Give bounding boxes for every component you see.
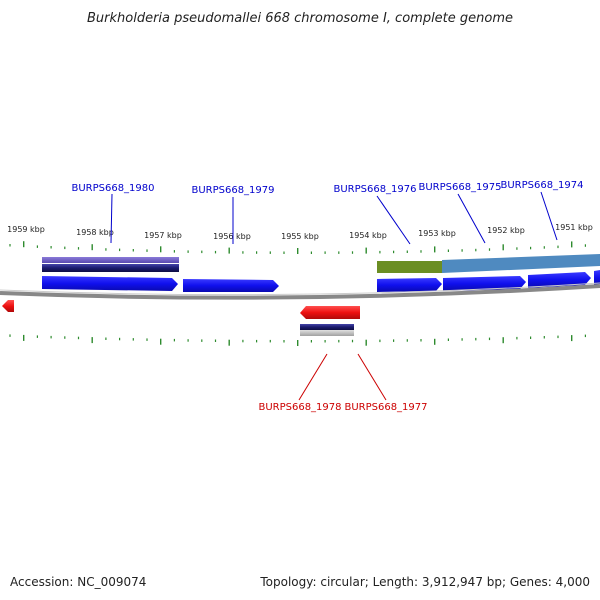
accession-text: Accession: NC_009074 <box>10 575 146 589</box>
reverse-genes <box>2 300 360 336</box>
gene-label-1975[interactable]: BURPS668_1975 <box>418 182 501 193</box>
chromosome-backbone <box>0 284 600 300</box>
leader-line <box>540 191 558 241</box>
feature-bar-1978-gray[interactable] <box>300 330 354 336</box>
tick-label: 1956 kbp <box>213 232 251 241</box>
map-title: Burkholderia pseudomallei 668 chromosome… <box>87 11 513 26</box>
feature-bar-1980-lower[interactable] <box>42 264 179 272</box>
leader-line <box>457 193 486 244</box>
feature-bar-1975-1974[interactable] <box>442 254 600 273</box>
bottom-gene-labels: BURPS668_1978 BURPS668_1977 <box>258 353 428 413</box>
tick-label: 1951 kbp <box>555 223 593 232</box>
tick-label: 1953 kbp <box>418 229 456 238</box>
feature-bar-1980-upper[interactable] <box>42 257 179 263</box>
leader-line <box>298 353 328 401</box>
leader-line <box>357 353 387 401</box>
forward-genes <box>42 270 600 292</box>
tick-label: 1952 kbp <box>487 226 525 235</box>
tick-labels: 1959 kbp 1958 kbp 1957 kbp 1956 kbp 1955… <box>7 223 593 241</box>
gene-arrow-partial[interactable] <box>594 270 600 285</box>
tick-label: 1957 kbp <box>144 231 182 240</box>
gene-label-1976[interactable]: BURPS668_1976 <box>333 184 416 195</box>
top-gene-labels: BURPS668_1980 BURPS668_1979 BURPS668_197… <box>71 180 584 245</box>
genome-summary-text: Topology: circular; Length: 3,912,947 bp… <box>259 575 590 589</box>
gene-arrow-1979[interactable] <box>183 279 279 292</box>
gene-label-1980[interactable]: BURPS668_1980 <box>71 183 154 194</box>
feature-track-upper <box>42 254 600 273</box>
gene-label-1974[interactable]: BURPS668_1974 <box>500 180 583 191</box>
gene-arrow-reverse-edge[interactable] <box>2 300 14 312</box>
feature-bar-1976[interactable] <box>377 261 442 273</box>
gene-label-1977[interactable]: BURPS668_1977 <box>344 402 427 413</box>
gene-arrow-1975[interactable] <box>443 276 526 291</box>
gene-label-1978[interactable]: BURPS668_1978 <box>258 402 341 413</box>
gene-label-1979[interactable]: BURPS668_1979 <box>191 185 274 196</box>
gene-arrow-1980[interactable] <box>42 276 178 291</box>
gene-arrow-1977[interactable] <box>354 306 360 319</box>
leader-line <box>376 195 411 245</box>
tick-label: 1955 kbp <box>281 232 319 241</box>
tick-label: 1954 kbp <box>349 231 387 240</box>
tick-label: 1959 kbp <box>7 225 45 234</box>
tick-label: 1958 kbp <box>76 228 114 237</box>
gene-arrow-1976[interactable] <box>377 278 442 292</box>
leader-line <box>110 193 113 244</box>
gene-arrow-1978[interactable] <box>300 306 354 319</box>
upper-tick-row <box>9 241 587 254</box>
lower-tick-row <box>9 334 587 346</box>
feature-bar-1978-navy[interactable] <box>300 324 354 330</box>
chromosome-backbone-highlight <box>0 282 600 296</box>
gene-arrow-1974[interactable] <box>528 272 591 288</box>
